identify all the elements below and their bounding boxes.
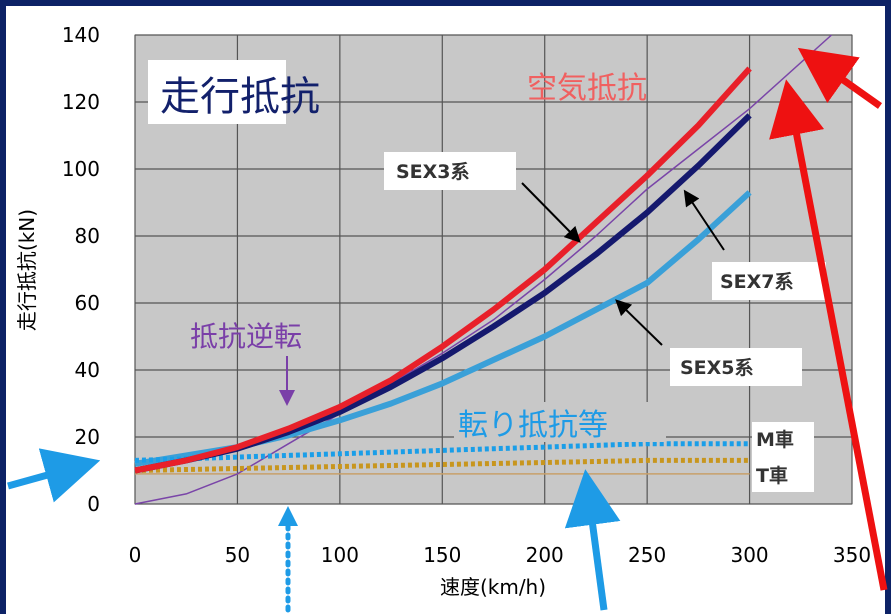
series-line	[134, 441, 750, 463]
x-tick-label: 150	[423, 543, 461, 567]
x-tick-label: 300	[730, 543, 768, 567]
x-tick-label: 100	[321, 543, 359, 567]
label-m-car: M車	[756, 428, 794, 451]
sex7-arrow	[683, 189, 725, 251]
y-tick-label: 80	[75, 224, 100, 248]
blue-arrow-left	[7, 448, 101, 503]
sex3-label-box	[384, 152, 516, 190]
rolling-label-box	[454, 402, 666, 442]
label-t-car: T車	[756, 464, 788, 487]
series-line-extension	[749, 34, 833, 110]
sex3-arrow	[521, 182, 581, 243]
mt-label-box	[752, 422, 814, 492]
y-tick-label: 40	[75, 358, 100, 382]
x-tick-labels: 0 50 100 150 200 250 300 350	[129, 543, 871, 567]
y-tick-label: 120	[62, 90, 100, 114]
x-tick-label: 0	[129, 543, 142, 567]
series-line	[134, 457, 750, 473]
blue-arrow-bottom	[564, 469, 621, 611]
red-arrow-top	[797, 47, 883, 109]
label-air-resistance: 空気抵抗	[527, 71, 647, 106]
label-sex3: SEX3系	[396, 161, 470, 183]
x-tick-label: 350	[833, 543, 871, 567]
label-resistance-reversal: 抵抗逆転	[190, 320, 302, 353]
x-tick-label: 200	[526, 543, 564, 567]
sex5-arrow	[615, 299, 663, 346]
sex5-label-box	[670, 348, 802, 386]
series-line	[134, 108, 751, 505]
y-tick-label: 20	[75, 425, 100, 449]
y-tick-labels: 0 20 40 60 80 100 120 140	[62, 23, 100, 516]
y-tick-label: 140	[62, 23, 100, 47]
y-axis-label: 走行抵抗(kN)	[15, 209, 39, 331]
series-lines	[134, 34, 833, 505]
series-line	[134, 66, 752, 474]
sex7-label-box	[712, 262, 826, 300]
label-sex7: SEX7系	[720, 271, 794, 293]
x-tick-label: 50	[225, 543, 250, 567]
red-arrow-long	[769, 79, 888, 591]
y-tick-label: 100	[62, 157, 100, 181]
label-sex5: SEX5系	[680, 357, 754, 379]
x-tick-label: 250	[628, 543, 666, 567]
x-axis-label: 速度(km/h)	[440, 575, 546, 599]
chart-title: 走行抵抗	[160, 74, 320, 120]
y-tick-label: 0	[87, 492, 100, 516]
title-box	[148, 60, 286, 124]
y-tick-label: 60	[75, 291, 100, 315]
label-rolling-resistance: 転り抵抗等	[458, 408, 608, 443]
blue-dotted-arrow-head	[278, 506, 298, 526]
